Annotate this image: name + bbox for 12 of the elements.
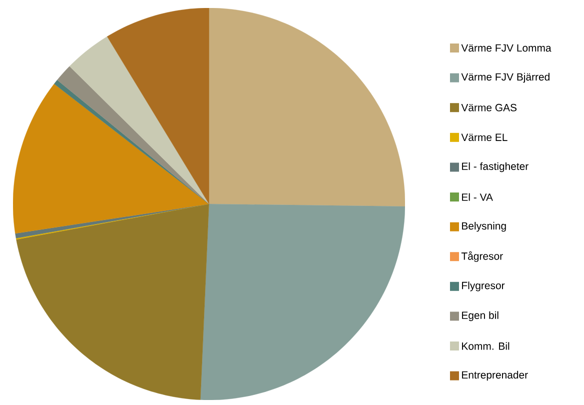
legend-label: Komm. Bil xyxy=(462,342,510,350)
legend-label: Tågresor xyxy=(461,251,503,262)
legend-label: Värme GAS xyxy=(461,104,517,112)
legend-label: Belysning xyxy=(462,222,506,232)
legend-label: Entreprenader xyxy=(462,370,528,381)
legend-label: Flygresor xyxy=(462,282,505,292)
legend-label: El - VA xyxy=(462,193,493,201)
legend-label: Värme FJV Lomma xyxy=(461,44,552,52)
legend-label: Värme EL xyxy=(461,134,508,142)
legend-label: Egen bil xyxy=(462,311,498,322)
legend-label: El - fastigheter xyxy=(462,162,528,172)
legend-label: Värme FJV Bjärred xyxy=(461,72,550,83)
